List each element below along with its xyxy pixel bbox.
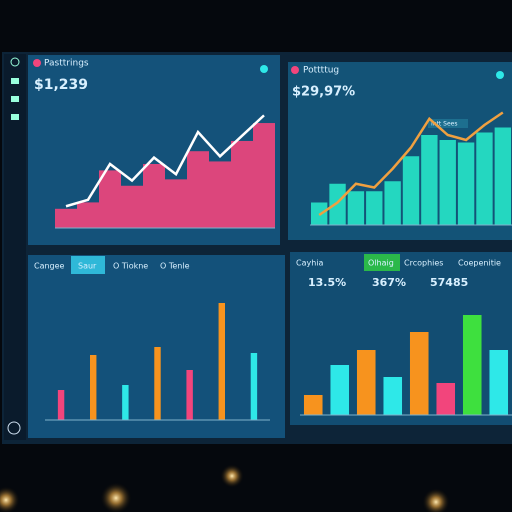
icon[interactable] <box>11 78 19 84</box>
legend: Intt Sees <box>431 121 458 128</box>
bar <box>421 135 438 225</box>
bar <box>154 347 161 420</box>
tab[interactable]: O Tenle <box>160 262 190 271</box>
charts <box>45 111 512 421</box>
icon[interactable] <box>260 65 268 73</box>
bar <box>99 170 121 228</box>
bar <box>409 332 429 415</box>
panel-title: Pasttrings <box>44 59 89 69</box>
bar <box>121 185 143 228</box>
bar <box>356 350 376 415</box>
bar <box>476 132 493 225</box>
bar <box>218 303 225 420</box>
line <box>65 114 265 208</box>
bar <box>57 390 65 420</box>
bar <box>90 355 97 420</box>
stat: $1,239 <box>34 77 88 93</box>
bar <box>55 208 77 228</box>
bar <box>347 191 365 225</box>
bar <box>303 395 323 415</box>
bar <box>253 123 275 228</box>
panel-title: Cayhia <box>296 259 324 268</box>
stat: 57485 <box>430 276 468 289</box>
tab[interactable]: O Tiokne <box>113 262 148 271</box>
tab-active[interactable] <box>71 256 105 274</box>
line <box>318 111 504 217</box>
bar <box>143 164 165 228</box>
tab[interactable]: Saur <box>78 262 97 271</box>
tab[interactable]: Coepenitie <box>458 259 501 268</box>
icon[interactable] <box>11 96 19 102</box>
stat: $29,97% <box>292 85 355 100</box>
light <box>100 482 132 512</box>
bar <box>494 127 511 225</box>
bar <box>439 140 456 225</box>
icon[interactable] <box>10 57 20 67</box>
bar <box>329 183 346 225</box>
bar <box>165 179 187 228</box>
tab[interactable]: Olhaig <box>368 259 394 268</box>
bar <box>187 151 209 228</box>
light <box>0 486 20 512</box>
legend-box <box>428 119 468 128</box>
bar <box>436 383 456 415</box>
bar <box>209 161 231 228</box>
bar <box>77 202 99 228</box>
icon[interactable] <box>11 114 19 120</box>
bar <box>250 353 258 420</box>
stat: 13.5% <box>308 276 346 289</box>
bar <box>402 156 420 225</box>
bar <box>457 142 475 225</box>
stat: 367% <box>372 276 406 289</box>
light <box>220 464 244 488</box>
bar <box>384 181 401 225</box>
icon[interactable] <box>496 71 504 79</box>
icon[interactable] <box>7 421 21 435</box>
bar <box>122 385 129 420</box>
bar <box>186 370 193 420</box>
bar <box>231 140 253 228</box>
bar <box>462 315 482 415</box>
tab[interactable]: Crcophies <box>404 259 443 268</box>
bar <box>489 350 509 415</box>
bar <box>330 365 350 415</box>
bar <box>383 377 403 415</box>
dot <box>33 59 41 67</box>
bar <box>366 191 383 225</box>
dot <box>291 66 299 74</box>
light <box>422 488 450 512</box>
tab[interactable]: Cangee <box>34 262 65 271</box>
tab-active[interactable] <box>364 254 400 271</box>
sidebar <box>4 54 26 440</box>
panel-title: Pottttug <box>303 66 339 76</box>
